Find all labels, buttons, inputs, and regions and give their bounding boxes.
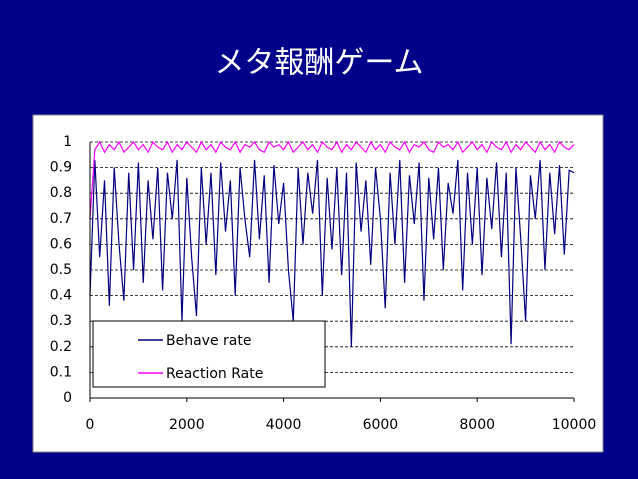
y-tick-label: 0.7 — [50, 211, 72, 227]
x-tick-label: 0 — [86, 417, 95, 433]
y-tick-label: 0.2 — [50, 339, 72, 355]
legend-box — [92, 320, 326, 388]
legend-label: Reaction Rate — [166, 366, 263, 382]
slide-title: メタ報酬ゲーム — [214, 46, 423, 81]
x-tick-label: 2000 — [169, 417, 205, 433]
y-tick-label: 0.6 — [50, 236, 72, 252]
x-tick-label: 10000 — [552, 417, 597, 433]
y-tick-label: 0.9 — [50, 160, 72, 176]
y-tick-label: 0.5 — [50, 262, 72, 278]
legend-label: Behave rate — [166, 333, 251, 349]
y-tick-label: 0.8 — [50, 185, 72, 201]
x-tick-label: 4000 — [266, 417, 302, 433]
data-line — [89, 140, 575, 219]
y-tick-label: 0 — [63, 390, 72, 406]
data-line — [89, 159, 575, 347]
y-tick-label: 1 — [63, 134, 72, 150]
y-tick-label: 0.1 — [50, 364, 72, 380]
y-tick-label: 0.4 — [50, 288, 72, 304]
x-tick-label: 8000 — [459, 417, 495, 433]
y-tick-label: 0.3 — [50, 313, 72, 329]
x-tick-label: 6000 — [363, 417, 399, 433]
